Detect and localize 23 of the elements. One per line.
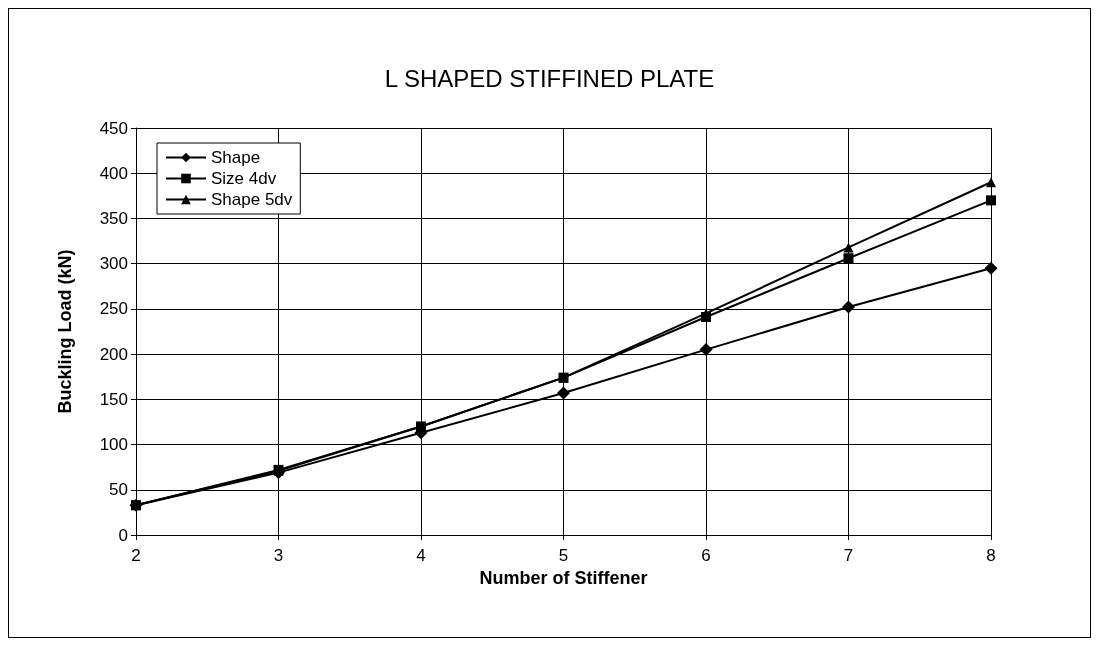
y-tick-label: 350 (99, 208, 128, 228)
x-tick-label: 8 (986, 546, 996, 565)
y-tick-label: 50 (109, 480, 128, 500)
y-tick-label: 0 (118, 525, 128, 545)
x-tick-label: 6 (701, 546, 711, 565)
chart-title: L SHAPED STIFFINED PLATE (384, 64, 715, 92)
x-tick-label: 2 (131, 546, 141, 565)
legend-label: Shape 5dv (211, 190, 293, 209)
y-tick-label: 100 (99, 435, 128, 455)
y-tick-label: 250 (99, 299, 128, 319)
y-tick-label: 150 (99, 389, 128, 409)
x-tick-label: 4 (416, 546, 426, 565)
y-tick-label: 400 (99, 163, 128, 183)
y-tick-label: 200 (99, 344, 128, 364)
legend-label: Shape (211, 148, 261, 167)
legend-label: Size 4dv (211, 169, 277, 188)
y-axis-title: Buckling Load (kN) (55, 249, 75, 414)
x-tick-label: 7 (843, 546, 854, 565)
y-tick-label: 450 (99, 118, 128, 138)
x-tick-label: 3 (273, 546, 284, 565)
y-tick-label: 300 (99, 254, 128, 274)
x-axis-title: Number of Stiffener (479, 568, 648, 588)
x-tick-label: 5 (558, 546, 569, 565)
